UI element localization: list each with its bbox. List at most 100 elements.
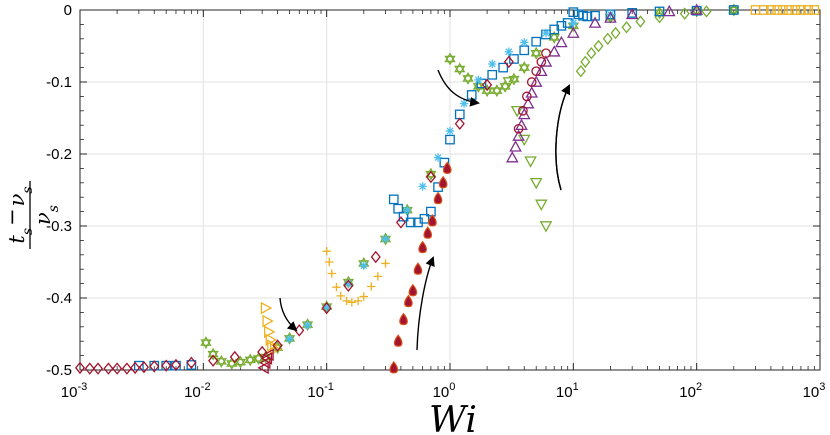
data-point [503,55,514,69]
data-point [388,194,399,205]
data-point [130,361,141,375]
plot-area [74,3,820,375]
data-point [359,261,368,270]
data-point [121,362,132,375]
data-point [519,45,530,56]
data-point [604,11,617,23]
y-label-num-a-sub: s [20,228,36,235]
data-point [442,161,452,175]
data-point [423,226,433,239]
data-point [517,107,531,120]
data-point [425,170,436,184]
data-point [728,3,739,17]
data-point [264,325,276,339]
data-point [582,11,593,22]
data-point [186,360,197,370]
data-point [548,34,560,44]
y-tick-label: -0.5 [46,362,72,379]
data-point [133,360,144,371]
data-point [454,109,465,120]
data-point [370,250,381,264]
data-point [539,55,553,67]
data-point [728,5,739,15]
data-point [504,47,514,56]
x-tick-label: 10-2 [184,381,210,401]
data-point [262,314,274,328]
series-6 [260,301,282,356]
data-point [539,221,553,233]
data-point [520,38,529,47]
data-point [621,21,632,34]
data-point [784,5,794,15]
y-tick-label: -0.4 [46,290,72,307]
data-point [772,5,783,15]
series-3 [133,5,739,371]
data-point [790,5,801,15]
data-point [321,301,332,315]
data-point [602,32,613,46]
data-point [103,362,114,375]
data-point [112,362,123,375]
data-point [322,247,331,256]
svg-text:ts−νs: ts−νs [0,186,36,243]
data-point [325,257,334,267]
series-11 [513,48,551,134]
data-point [260,301,273,315]
data-point [234,358,247,369]
data-point [529,75,543,87]
data-point [512,129,525,141]
data-point [575,64,586,78]
data-point [433,191,443,205]
data-point [285,334,294,344]
data-point [215,358,227,368]
data-point [541,28,551,38]
y-label-den: ν [31,212,55,225]
x-tick-label: 100 [433,381,456,401]
x-tick-label: 102 [679,381,702,401]
data-point [454,65,466,76]
data-point [327,269,336,278]
data-point [531,66,542,77]
data-point [413,262,423,275]
data-point [555,35,568,48]
data-point [234,355,247,366]
data-point [472,79,485,90]
data-point [294,324,305,337]
data-point [459,99,469,108]
data-point [521,97,535,109]
data-point [766,5,776,15]
data-point [399,312,408,326]
data-point [481,84,493,94]
data-point [482,78,493,92]
x-tick-label: 10-1 [307,381,333,401]
data-point [491,84,503,94]
data-point [691,7,703,18]
data-point [257,345,268,359]
y-label-num-op: − [0,208,24,226]
annotation-arrow [279,297,298,332]
data-point [332,283,341,292]
data-point [728,6,740,17]
data-point [690,3,703,15]
data-point [547,45,561,57]
data-point [679,7,690,20]
series-5 [322,247,390,307]
data-point [454,62,466,73]
data-point [267,339,279,352]
data-point [445,126,455,136]
data-point [635,15,646,28]
data-point [509,54,519,64]
data-point [498,62,509,73]
data-point [92,362,104,375]
x-axis-label: Wi [429,400,477,435]
data-point [701,5,712,18]
data-point [535,199,548,211]
data-point [207,347,219,358]
data-point [426,206,436,217]
data-point [405,217,416,228]
series-12 [389,161,452,374]
data-point [518,105,528,116]
data-point [347,298,357,307]
data-point [462,71,474,82]
data-point [530,46,542,57]
